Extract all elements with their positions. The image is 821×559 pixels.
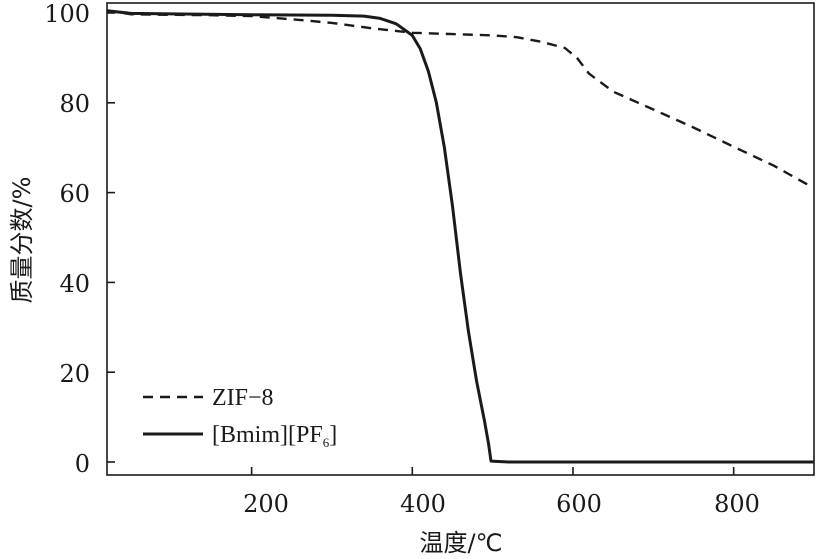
legend-label-bmim-sub: 6 xyxy=(323,435,330,450)
tick-layer xyxy=(107,12,735,475)
legend-label-zif8: ZIF−8 xyxy=(212,385,274,411)
legend-label-bmim-main: [Bmim][PF xyxy=(212,422,323,448)
legend-label-bmim: [Bmim][PF6] xyxy=(212,422,337,450)
series-line-zif8 xyxy=(106,9,811,187)
x-tick-label-400: 400 xyxy=(400,490,446,518)
x-tick-label-200: 200 xyxy=(243,490,289,518)
plot-frame xyxy=(106,2,815,476)
y-axis-title: 质量分数/% xyxy=(8,177,36,304)
y-tick-label-60: 60 xyxy=(59,180,90,208)
y-tick-label-100: 100 xyxy=(44,0,90,28)
y-tick-label-20: 20 xyxy=(59,360,90,388)
series-line-bmim xyxy=(106,9,814,464)
legend: ZIF−8 [Bmim][PF6] xyxy=(143,385,337,450)
y-tick-label-0: 0 xyxy=(75,450,90,478)
y-tick-label-80: 80 xyxy=(59,90,90,118)
y-tick-label-40: 40 xyxy=(59,270,90,298)
series-layer xyxy=(106,9,814,464)
x-axis-title: 温度/℃ xyxy=(419,529,502,557)
x-tick-label-800: 800 xyxy=(714,490,760,518)
x-tick-label-600: 600 xyxy=(556,490,602,518)
legend-label-bmim-tail: ] xyxy=(329,422,337,448)
